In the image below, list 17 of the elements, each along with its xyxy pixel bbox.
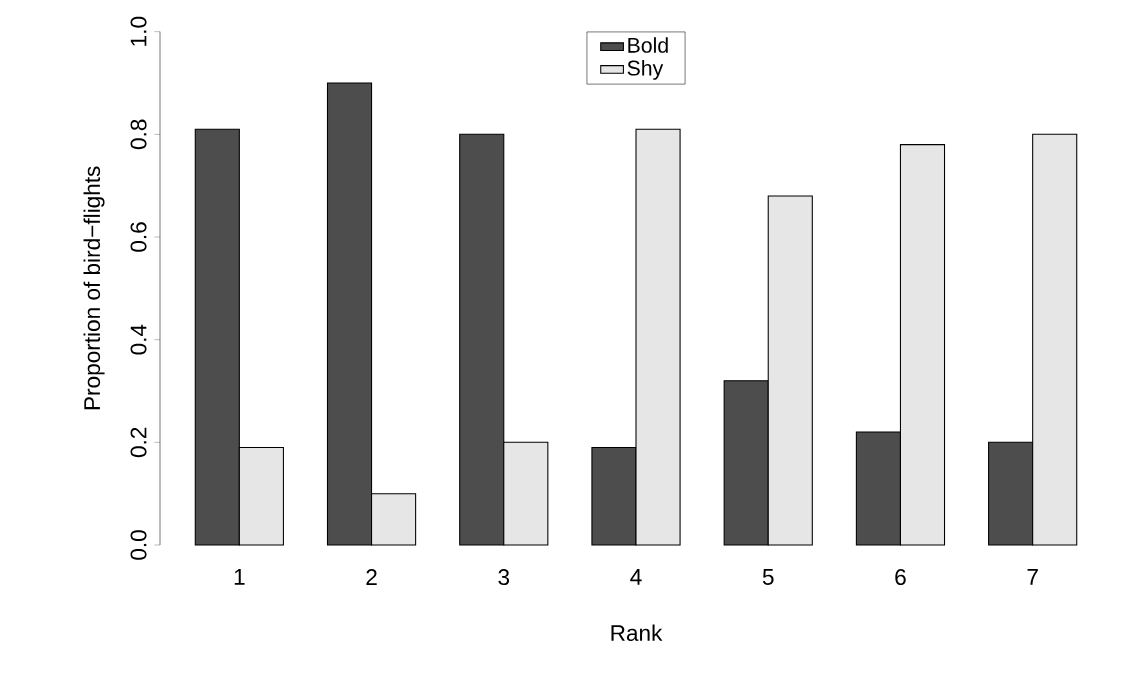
x-tick-label: 6 (895, 569, 906, 586)
y-axis-title: Proportion of bird−flights (83, 166, 105, 410)
y-tick-label: 0.4 (130, 324, 147, 355)
x-tick-label: 1 (234, 569, 245, 585)
x-tick-label: 2 (366, 569, 377, 585)
legend-label: Bold (628, 37, 668, 53)
x-tick-label: 3 (498, 569, 510, 586)
y-tick-label: 0.6 (130, 222, 147, 252)
x-tick-label: 5 (762, 569, 774, 585)
x-tick-label: 4 (630, 569, 642, 585)
legend-label: Shy (627, 60, 664, 80)
x-tick-label: 7 (1027, 569, 1038, 585)
y-tick-label: 0.0 (130, 530, 147, 560)
x-axis-title: Rank (611, 624, 663, 642)
y-tick-label: 0.2 (130, 427, 147, 458)
y-tick-label: 0.8 (130, 119, 147, 150)
y-tick-label: 1.0 (130, 16, 147, 46)
